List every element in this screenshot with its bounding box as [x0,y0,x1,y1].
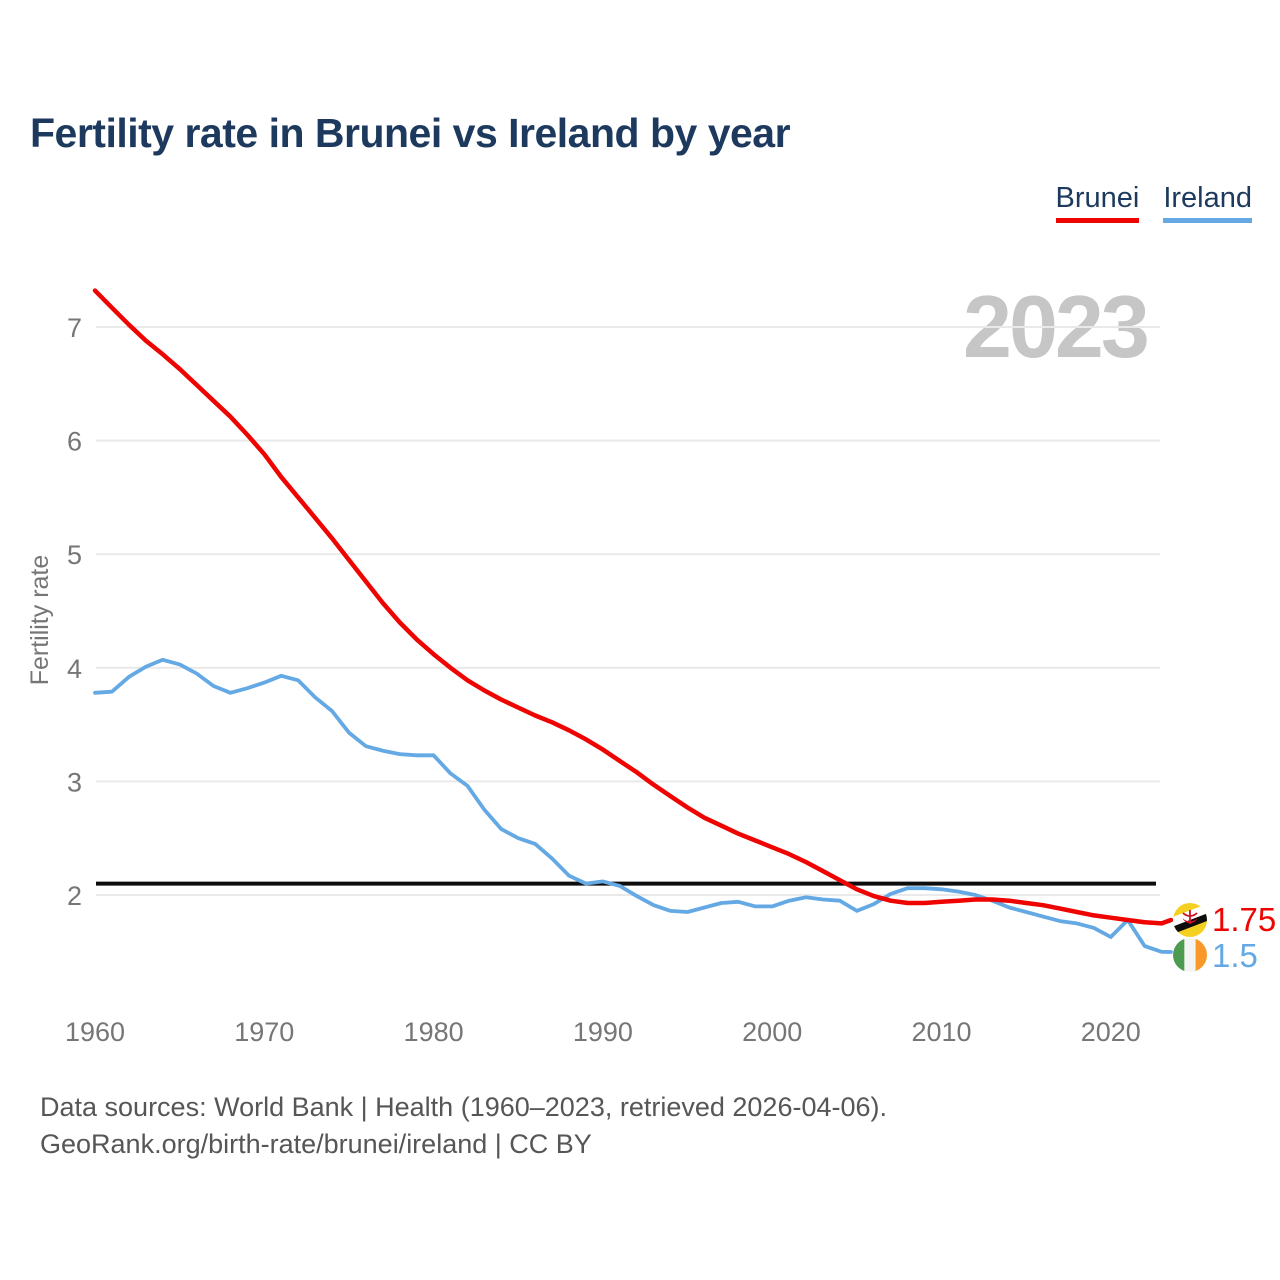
brunei-line [92,288,1174,926]
x-tick-label: 1970 [234,1017,294,1047]
y-tick-label: 2 [67,881,82,911]
y-tick-label: 5 [67,540,82,570]
y-tick-label: 7 [67,313,82,343]
page-title: Fertility rate in Brunei vs Ireland by y… [30,110,791,156]
footer: Data sources: World Bank | Health (1960–… [40,1089,887,1163]
ireland-end-value: 1.5 [1212,937,1258,974]
brunei-end-value: 1.75 [1212,901,1277,938]
legend-item-ireland[interactable]: Ireland [1163,182,1252,223]
x-tick-label: 2020 [1081,1017,1141,1047]
x-tick-label: 1980 [404,1017,464,1047]
ireland-line [93,657,1173,954]
y-tick-label: 6 [67,427,82,457]
x-tick-label: 2010 [911,1017,971,1047]
y-tick-label: 3 [67,767,82,797]
y-tick-label: 4 [67,654,82,684]
legend: Brunei Ireland [1055,182,1252,223]
x-tick-label: 2000 [742,1017,802,1047]
y-axis-title: Fertility rate [26,555,54,686]
footer-source-line: Data sources: World Bank | Health (1960–… [40,1092,887,1122]
footer-license-line: GeoRank.org/birth-rate/brunei/ireland | … [40,1129,592,1159]
x-tick-label: 1990 [573,1017,633,1047]
legend-item-brunei[interactable]: Brunei [1055,182,1140,223]
ireland-flag-icon [1173,938,1207,972]
brunei-flag-icon [1173,903,1207,937]
x-tick-label: 1960 [65,1017,125,1047]
